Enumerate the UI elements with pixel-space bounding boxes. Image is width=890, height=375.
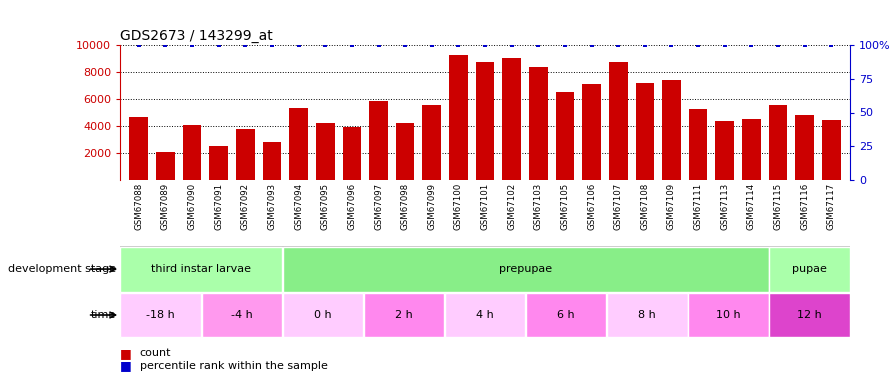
Text: pupae: pupae <box>792 264 827 274</box>
Bar <box>607 293 687 337</box>
Bar <box>742 119 761 180</box>
Text: ■: ■ <box>120 347 136 360</box>
Bar <box>662 80 681 180</box>
Bar <box>283 247 769 292</box>
Bar <box>769 293 850 337</box>
Bar <box>582 84 601 180</box>
Bar <box>396 123 415 180</box>
Bar <box>716 121 734 180</box>
Text: time: time <box>91 310 116 320</box>
Bar <box>343 128 361 180</box>
Text: GDS2673 / 143299_at: GDS2673 / 143299_at <box>120 28 273 43</box>
Text: -4 h: -4 h <box>231 310 253 320</box>
Bar <box>129 117 148 180</box>
Bar <box>201 293 282 337</box>
Text: percentile rank within the sample: percentile rank within the sample <box>140 361 328 370</box>
Bar <box>182 125 201 180</box>
Text: 6 h: 6 h <box>557 310 575 320</box>
Bar <box>120 247 282 292</box>
Bar <box>283 293 363 337</box>
Bar <box>769 105 788 180</box>
Bar <box>688 293 769 337</box>
Bar <box>445 293 525 337</box>
Bar <box>526 293 606 337</box>
Bar <box>689 109 708 180</box>
Text: 2 h: 2 h <box>395 310 413 320</box>
Bar <box>529 67 547 180</box>
Text: ■: ■ <box>120 359 136 372</box>
Bar <box>476 62 494 180</box>
Text: 8 h: 8 h <box>638 310 656 320</box>
Bar <box>635 83 654 180</box>
Bar <box>316 123 335 180</box>
Bar <box>796 115 814 180</box>
Bar <box>263 142 281 180</box>
Bar <box>555 92 574 180</box>
Bar <box>236 129 255 180</box>
Bar <box>423 105 441 180</box>
Bar <box>369 101 388 180</box>
Text: 0 h: 0 h <box>314 310 332 320</box>
Bar <box>769 247 850 292</box>
Text: -18 h: -18 h <box>146 310 175 320</box>
Bar <box>609 62 627 180</box>
Text: development stage: development stage <box>8 264 116 274</box>
Text: 10 h: 10 h <box>716 310 740 320</box>
Bar <box>449 55 468 180</box>
Text: count: count <box>140 348 171 358</box>
Bar <box>822 120 841 180</box>
Bar <box>156 152 174 180</box>
Bar <box>289 108 308 180</box>
Text: 12 h: 12 h <box>797 310 821 320</box>
Text: prepupae: prepupae <box>499 264 552 274</box>
Bar <box>364 293 444 337</box>
Bar <box>209 146 228 180</box>
Bar <box>120 293 201 337</box>
Text: third instar larvae: third instar larvae <box>151 264 251 274</box>
Text: 4 h: 4 h <box>476 310 494 320</box>
Bar <box>502 58 521 180</box>
